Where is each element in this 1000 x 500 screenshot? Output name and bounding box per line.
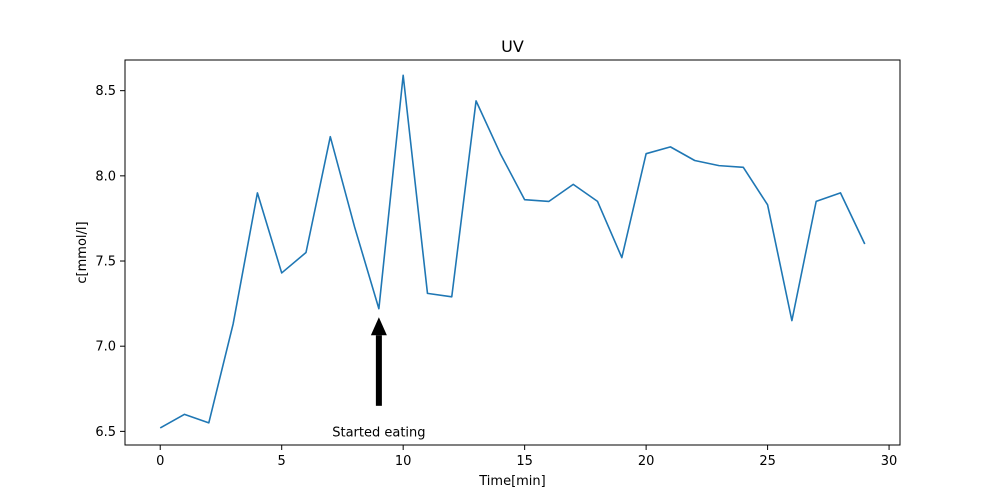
x-tick-label: 25 [759,454,776,469]
x-tick-label: 5 [278,454,286,469]
plot-area [125,60,900,445]
y-axis-label: c[mmol/l] [75,221,90,283]
y-tick-label: 7.5 [95,255,116,270]
x-tick-label: 10 [395,454,412,469]
y-tick-label: 6.5 [95,425,116,440]
x-tick-label: 20 [638,454,655,469]
x-tick-label: 15 [516,454,533,469]
y-tick-label: 7.0 [95,340,116,355]
y-axis-ticks: 6.5 7.0 7.5 8.0 8.5 [95,84,125,440]
y-tick-label: 8.5 [95,84,116,99]
y-tick-label: 8.0 [95,169,116,184]
x-axis-label: Time[min] [478,474,545,489]
x-tick-label: 0 [156,454,164,469]
chart-title: UV [501,37,524,56]
x-tick-label: 30 [881,454,898,469]
annotation-arrow-shaft [376,335,382,406]
annotation-text: Started eating [332,425,425,440]
x-axis-ticks: 0 5 10 15 20 25 30 [156,445,897,469]
